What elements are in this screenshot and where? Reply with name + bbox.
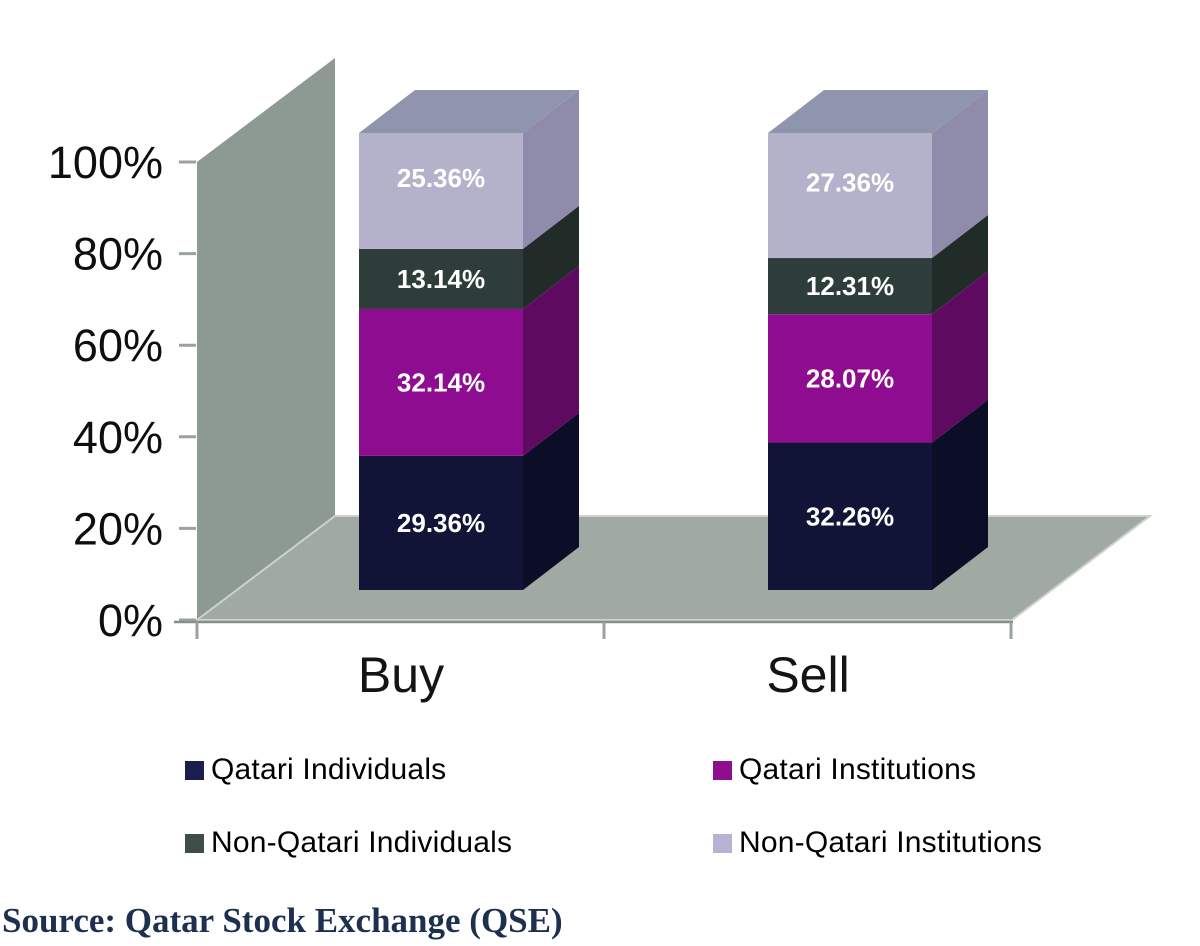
y-axis-label: 0% <box>98 595 163 646</box>
legend-swatch-non-qatari-individuals-icon <box>185 833 204 853</box>
value-label: 12.31% <box>806 271 894 301</box>
y-axis-label: 80% <box>73 229 163 280</box>
bar-segment-side <box>932 90 988 259</box>
bar-segment-front <box>359 455 523 590</box>
value-label: 32.14% <box>397 367 485 397</box>
legend-item-non-qatari-individuals: Non-Qatari Individuals <box>185 826 513 859</box>
bar-segment-front <box>768 258 932 315</box>
y-axis-label: 40% <box>73 412 163 463</box>
legend-label-qatari-individuals: Qatari Individuals <box>211 753 447 786</box>
value-label: 29.36% <box>397 508 485 538</box>
bar-segment-front <box>768 133 932 259</box>
legend-label-qatari-institutions: Qatari Institutions <box>739 753 977 786</box>
bar-top-face <box>359 90 579 133</box>
bar-segment-side <box>523 412 579 590</box>
category-label: Buy <box>358 647 444 703</box>
y-axis-label: 20% <box>73 503 163 554</box>
bar-segment-front <box>359 248 523 309</box>
legend-item-non-qatari-institutions: Non-Qatari Institutions <box>713 826 1043 859</box>
legend-swatch-qatari-institutions-icon <box>713 760 732 780</box>
bar-top-face <box>768 90 988 133</box>
category-label: Sell <box>766 647 849 703</box>
bar-segment-side <box>932 215 988 315</box>
legend-item-qatari-individuals: Qatari Individuals <box>185 753 447 786</box>
legend-label-non-qatari-individuals: Non-Qatari Individuals <box>211 826 513 859</box>
value-label: 25.36% <box>397 163 485 193</box>
chart-floor <box>194 515 1153 621</box>
y-axis-label: 60% <box>73 320 163 371</box>
bar-segment-front <box>768 314 932 443</box>
legend-label-non-qatari-institutions: Non-Qatari Institutions <box>739 826 1043 859</box>
value-label: 27.36% <box>806 168 894 198</box>
y-axis-label: 100% <box>48 137 163 188</box>
value-label: 28.07% <box>806 363 894 393</box>
value-label: 13.14% <box>397 264 485 294</box>
bar-segment-side <box>523 265 579 456</box>
source-note: Source: Qatar Stock Exchange (QSE) <box>2 901 563 940</box>
bar-segment-front <box>359 133 523 249</box>
legend-swatch-qatari-individuals-icon <box>185 760 204 780</box>
bar-segment-side <box>523 90 579 249</box>
bar-segment-side <box>932 271 988 443</box>
legend-item-qatari-institutions: Qatari Institutions <box>713 753 977 786</box>
value-label: 32.26% <box>806 501 894 531</box>
bar-segment-side <box>523 205 579 309</box>
bar-segment-front <box>359 308 523 456</box>
bar-segment-side <box>932 399 988 590</box>
chart-wall <box>197 58 335 620</box>
legend-swatch-non-qatari-institutions-icon <box>713 833 732 853</box>
bar-segment-front <box>768 442 932 590</box>
